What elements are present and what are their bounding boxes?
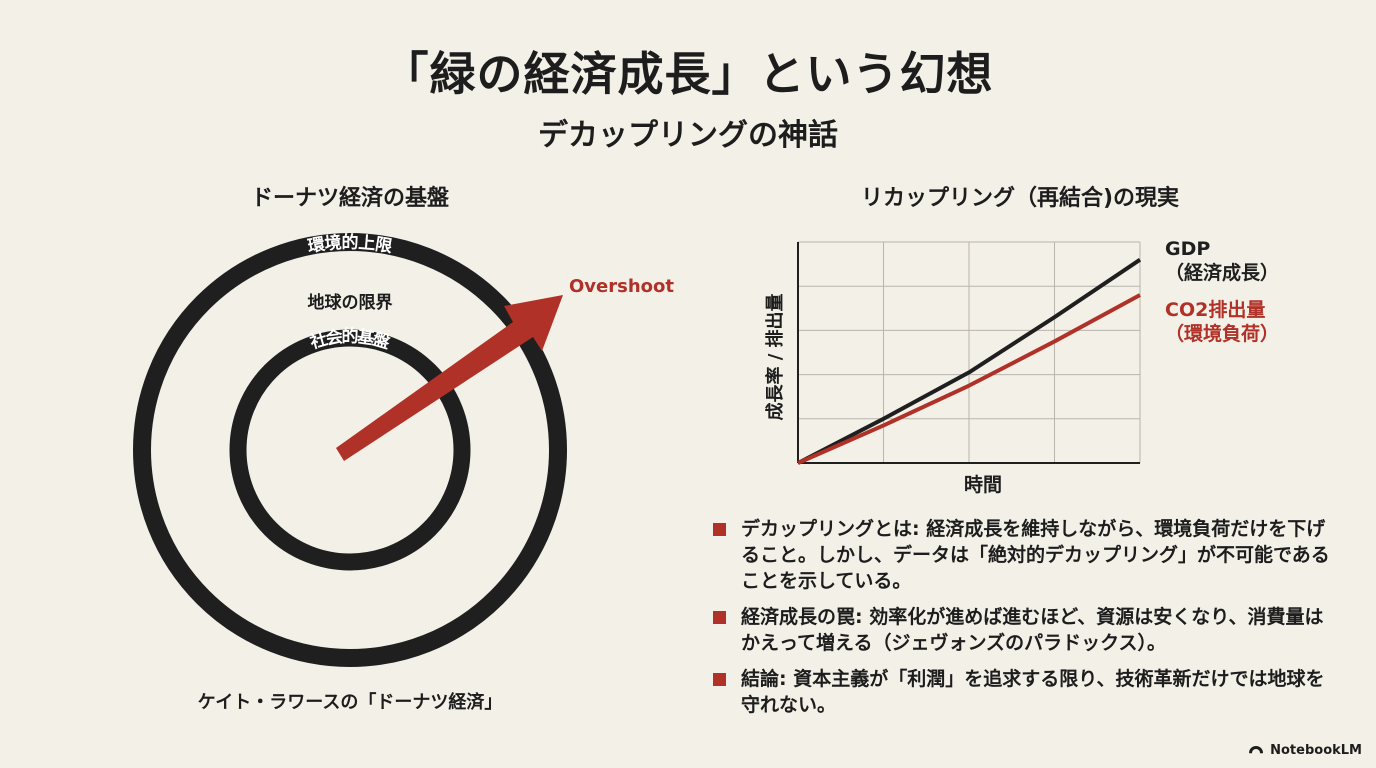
chart-grid [798,241,1141,463]
bullet-text: 結論: 資本主義が「利潤」を追求する限り、技術革新だけでは地球を守れない。 [741,668,1325,716]
series-co2-line [797,293,1141,465]
chart-x-axis-label: 時間 [964,474,1002,496]
bullet-item: デカップリングとは: 経済成長を維持しながら、環境負荷だけを下げること。しかし、… [713,516,1333,594]
page-subtitle: デカップリングの神話 [538,118,838,153]
chart-axes [797,242,1140,464]
inner-ring-label: 社会的基盤 [307,326,394,354]
overshoot-label: Overshoot [569,276,674,297]
planetary-boundaries-label: 地球の限界 [308,292,393,313]
page-title: 「緑の経済成長」という幻想 [382,47,994,101]
bullet-square-icon [713,611,726,624]
donut-diagram: 環境的上限 社会的基盤 地球の限界 Overshoot [133,232,674,667]
footer-brand: NotebookLM [1249,743,1362,758]
outer-ring-label: 環境的上限 [306,232,393,257]
series-gdp-subname: （経済成長） [1165,261,1279,284]
inner-ring [229,329,471,571]
chart-title: リカップリング（再結合)の現実 [860,186,1180,211]
bullet-item: 結論: 資本主義が「利潤」を追求する限り、技術革新だけでは地球を守れない。 [713,666,1333,718]
overshoot-arrow [336,295,563,461]
recoupling-chart: 時間 成長率 / 排出量 GDP （経済成長） CO2排出量 （環境負荷） [764,238,1279,496]
chart-y-axis-label: 成長率 / 排出量 [764,293,786,420]
bullet-list: デカップリングとは: 経済成長を維持しながら、環境負荷だけを下げること。しかし、… [713,516,1333,728]
series-co2-name: CO2排出量 [1165,298,1265,321]
series-gdp-line [797,258,1142,465]
series-gdp-name: GDP [1165,238,1210,260]
chart-lines [797,258,1142,465]
bullet-text: デカップリングとは: 経済成長を維持しながら、環境負荷だけを下げること。しかし、… [741,518,1330,592]
footer-brand-text: NotebookLM [1270,743,1362,758]
donut-caption: ケイト・ラワースの「ドーナツ経済」 [197,692,503,713]
donut-heading: ドーナツ経済の基盤 [250,186,449,211]
outer-ring [133,233,567,667]
bullet-item: 経済成長の罠: 効率化が進めば進むほど、資源は安くなり、消費量はかえって増える（… [713,604,1333,656]
notebooklm-logo-icon [1249,746,1265,756]
bullet-square-icon [713,673,726,686]
bullet-square-icon [713,523,726,536]
series-co2-subname: （環境負荷） [1165,322,1279,345]
bullet-text: 経済成長の罠: 効率化が進めば進むほど、資源は安くなり、消費量はかえって増える（… [741,606,1324,654]
